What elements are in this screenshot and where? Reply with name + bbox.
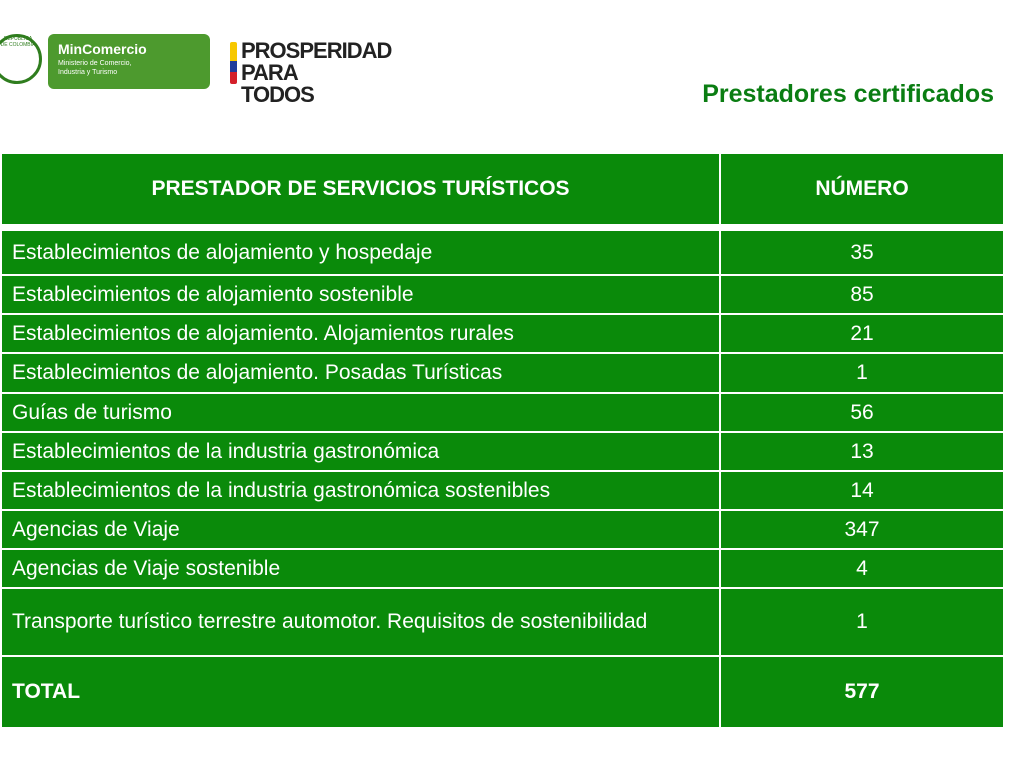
row-number: 35 [719,226,1005,276]
brand-name: MinComercio [58,41,147,57]
row-label: Establecimientos de alojamiento. Alojami… [0,313,721,354]
slogan-line: PROSPERIDAD [241,38,392,63]
row-label: Transporte turístico terrestre automotor… [0,587,721,657]
row-label: Guías de turismo [0,392,721,433]
table-row: Transporte turístico terrestre automotor… [0,587,1005,657]
table-row: Guías de turismo 56 [0,392,1005,433]
slogan-bar [230,42,237,84]
table-row: Establecimientos de la industria gastron… [0,470,1005,511]
brand-logo: MinComercio Ministerio de Comercio, Indu… [48,34,210,89]
row-number: 56 [719,392,1005,433]
table-row: Establecimientos de alojamiento y hosped… [0,226,1005,276]
table-row: Establecimientos de alojamiento sostenib… [0,274,1005,315]
table-row: Establecimientos de alojamiento. Alojami… [0,313,1005,354]
row-label: Agencias de Viaje sostenible [0,548,721,589]
row-number: 1 [719,352,1005,394]
row-label: Establecimientos de alojamiento. Posadas… [0,352,721,394]
row-number: 347 [719,509,1005,550]
table-body: Establecimientos de alojamiento y hosped… [0,226,1005,729]
row-label: Agencias de Viaje [0,509,721,550]
row-label: Establecimientos de alojamiento y hosped… [0,226,721,276]
table-row: Establecimientos de alojamiento. Posadas… [0,352,1005,394]
total-row: TOTAL 577 [0,655,1005,729]
table-row: Agencias de Viaje 347 [0,509,1005,550]
total-number: 577 [719,655,1005,729]
total-label: TOTAL [0,655,721,729]
row-number: 85 [719,274,1005,315]
column-header: PRESTADOR DE SERVICIOS TURÍSTICOS [0,152,721,231]
title: Prestadores certificados [702,80,994,108]
row-number: 21 [719,313,1005,354]
column-header: NÚMERO [719,152,1005,231]
row-number: 13 [719,431,1005,472]
seal-text: REPÚBLICA DE COLOMBIA [0,36,36,48]
row-label: Establecimientos de la industria gastron… [0,470,721,511]
row-number: 14 [719,470,1005,511]
seal [0,34,42,84]
row-number: 4 [719,548,1005,589]
table: PRESTADOR DE SERVICIOS TURÍSTICOS NÚMERO… [0,152,1005,729]
header-row: PRESTADOR DE SERVICIOS TURÍSTICOS NÚMERO [0,152,1005,231]
table-row: Establecimientos de la industria gastron… [0,431,1005,472]
slogan-line: PARA TODOS [241,60,315,107]
row-number: 1 [719,587,1005,657]
brand-subtitle: Ministerio de Comercio, Industria y Turi… [58,60,132,76]
row-label: Establecimientos de la industria gastron… [0,431,721,472]
table-row: Agencias de Viaje sostenible 4 [0,548,1005,589]
row-label: Establecimientos de alojamiento sostenib… [0,274,721,315]
